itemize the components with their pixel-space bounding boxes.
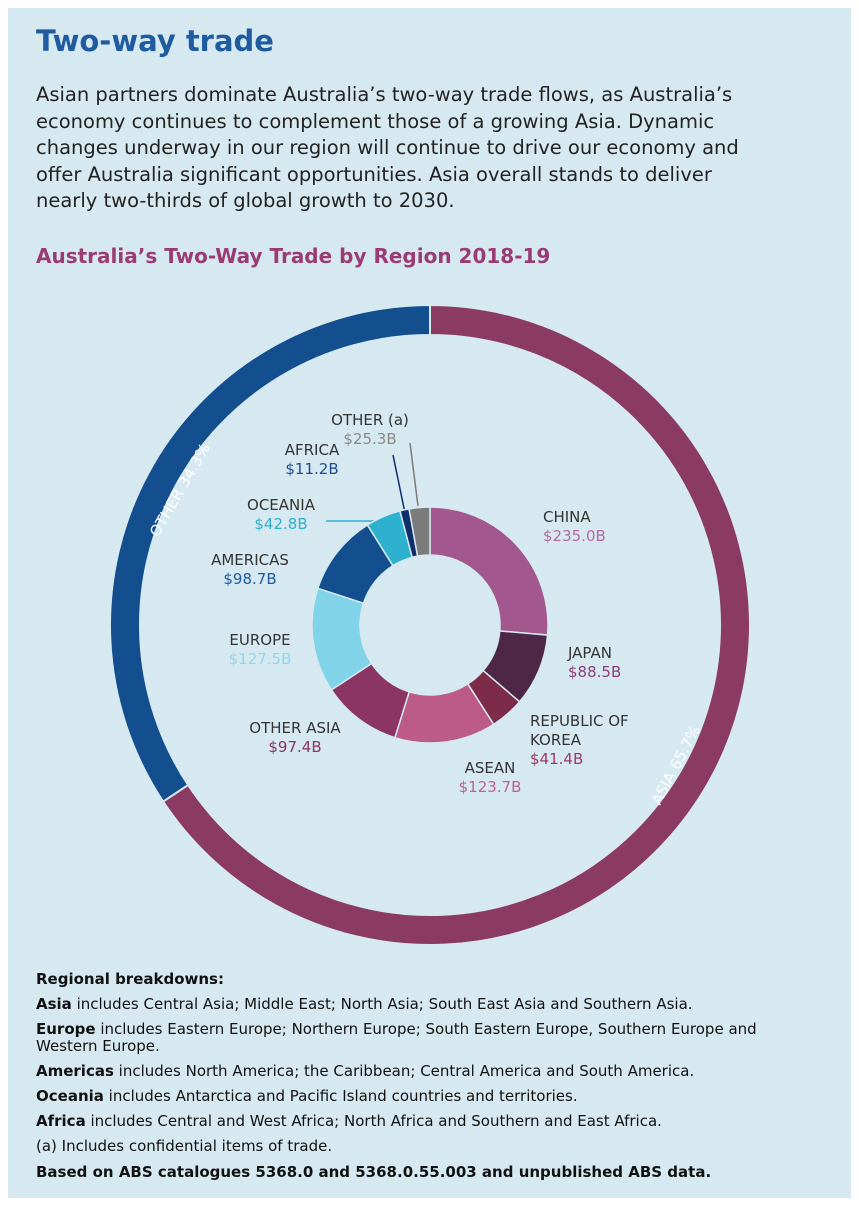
note-term: Europe: [36, 1020, 96, 1038]
slice-value: $41.4B: [530, 750, 584, 768]
slice-value: $97.4B: [268, 738, 322, 756]
note-text: includes Central and West Africa; North …: [85, 1112, 662, 1130]
note-item: Asia includes Central Asia; Middle East;…: [36, 996, 816, 1013]
slice-label: AMERICAS $98.7B: [195, 551, 305, 589]
note-text: includes Antarctica and Pacific Island c…: [103, 1087, 578, 1105]
slice-value: $123.7B: [458, 778, 522, 796]
note-term: Africa: [36, 1112, 86, 1130]
slice-label: OTHER (a) $25.3B: [320, 411, 420, 449]
leader-line: [409, 442, 419, 507]
note-text: includes Eastern Europe; Northern Europe…: [36, 1020, 757, 1055]
slice-label: AFRICA $11.2B: [262, 441, 362, 479]
slice-name: ASEAN: [464, 759, 516, 777]
intro-line: offer Australia significant opportunitie…: [36, 162, 712, 186]
slice-label: EUROPE $127.5B: [205, 631, 315, 669]
chart: ASIA65.7%OTHER34.3%: [109, 303, 751, 946]
note-term: Oceania: [36, 1087, 104, 1105]
slice-value: $235.0B: [543, 527, 606, 545]
slice-value: $88.5B: [568, 663, 622, 681]
slice-name: OTHER (a): [331, 411, 409, 429]
slice-label: CHINA $235.0B: [543, 508, 633, 546]
note-item: Africa includes Central and West Africa;…: [36, 1113, 816, 1130]
note-text: includes Central Asia; Middle East; Nort…: [71, 995, 693, 1013]
title: Two-way trade: [36, 24, 274, 58]
page: Two-way trade Asian partners dominate Au…: [8, 8, 851, 1198]
notes-items: Asia includes Central Asia; Middle East;…: [36, 996, 816, 1130]
slice-value: $11.2B: [285, 460, 339, 478]
chart-title: Australia’s Two-Way Trade by Region 2018…: [36, 244, 551, 268]
slice-name: AFRICA: [284, 441, 340, 459]
slice-label: REPUBLIC OF KOREA $41.4B: [530, 712, 640, 769]
intro-line: Asian partners dominate Australia’s two-…: [36, 83, 733, 106]
note-text: includes North America; the Caribbean; C…: [113, 1062, 695, 1080]
footnote: (a) Includes confidential items of trade…: [36, 1137, 333, 1155]
inner-slice: [429, 506, 549, 636]
slice-name: OTHER ASIA: [249, 719, 341, 737]
note-item: Oceania includes Antarctica and Pacific …: [36, 1088, 816, 1105]
slice-value: $25.3B: [343, 430, 397, 448]
intro-line: changes underway in our region will cont…: [36, 136, 739, 159]
outer-slice: [109, 303, 431, 803]
slice-label: ASEAN $123.7B: [440, 759, 540, 797]
inner-slice: [408, 506, 431, 557]
note-term: Americas: [36, 1062, 114, 1080]
slice-value: $98.7B: [223, 570, 277, 588]
notes-heading: Regional breakdowns:: [36, 970, 224, 988]
note-term: Asia: [36, 995, 72, 1013]
slice-name: CHINA: [543, 508, 591, 526]
slice-name: JAPAN: [568, 644, 612, 662]
slice-name: REPUBLIC OF KOREA: [530, 712, 629, 749]
leader-line: [392, 454, 406, 514]
slice-value: $127.5B: [228, 650, 292, 668]
intro-line: nearly two-thirds of global growth to 20…: [36, 189, 455, 212]
slice-label: OTHER ASIA $97.4B: [235, 719, 355, 757]
slice-name: OCEANIA: [247, 496, 315, 514]
slice-name: AMERICAS: [211, 551, 289, 569]
slice-name: EUROPE: [229, 631, 291, 649]
notes: Regional breakdowns: Asia includes Centr…: [36, 970, 816, 1181]
intro: Asian partners dominate Australia’s two-…: [36, 82, 739, 215]
slice-label: JAPAN $88.5B: [568, 644, 648, 682]
note-item: Americas includes North America; the Car…: [36, 1063, 816, 1080]
slice-label: OCEANIA $42.8B: [226, 496, 336, 534]
intro-line: economy continues to complement those of…: [36, 109, 715, 133]
outer-slice: [161, 303, 751, 946]
note-item: Europe includes Eastern Europe; Northern…: [36, 1021, 816, 1055]
source: Based on ABS catalogues 5368.0 and 5368.…: [36, 1163, 712, 1181]
slice-value: $42.8B: [254, 515, 308, 533]
